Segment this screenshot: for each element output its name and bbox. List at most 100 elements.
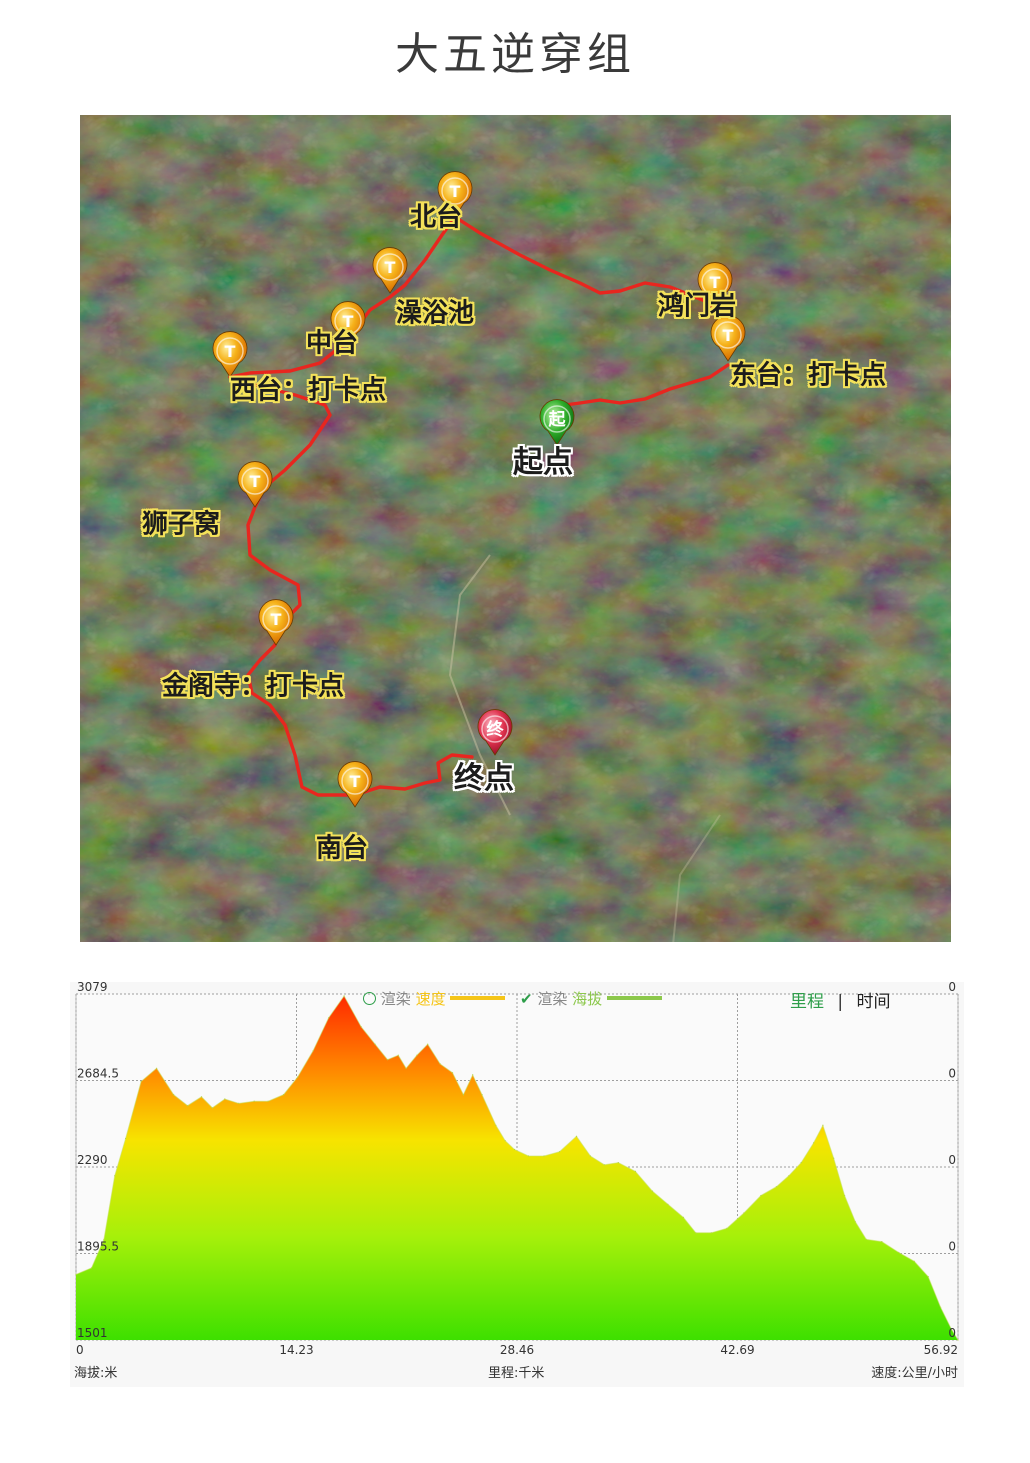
elevation-point bbox=[617, 1162, 619, 1164]
tab-time[interactable]: 时间 bbox=[856, 992, 891, 1012]
elevation-point bbox=[504, 1140, 506, 1142]
waypoint-pin-zhongtai[interactable]: T bbox=[330, 301, 366, 348]
elevation-point bbox=[405, 1067, 407, 1069]
waypoint-pin-nantai[interactable]: T bbox=[337, 761, 373, 808]
waypoint-label-jingesi: 金阁寺：打卡点 bbox=[162, 671, 345, 702]
waypoint-pin-zaoyuchi-glyph: T bbox=[385, 258, 396, 277]
elevation-point bbox=[451, 1072, 454, 1074]
elevation-point bbox=[211, 1107, 213, 1109]
elevation-point bbox=[575, 1135, 578, 1137]
tab-separator: | bbox=[837, 992, 844, 1012]
legend-altitude-label: 海拔 bbox=[572, 990, 603, 1008]
waypoint-pin-shiziwo[interactable]: T bbox=[237, 461, 273, 508]
elevation-point bbox=[200, 1096, 203, 1098]
waypoint-pin-hongmenyan-glyph: T bbox=[710, 273, 721, 292]
elevation-point bbox=[173, 1094, 175, 1096]
waypoint-pin-hongmenyan[interactable]: T bbox=[697, 262, 733, 309]
waypoint-label-dongtai: 东台：打卡点 bbox=[730, 360, 887, 391]
elevation-point bbox=[328, 1017, 330, 1019]
waypoint-label-zhongtai: 中台 bbox=[306, 328, 359, 359]
legend-altitude[interactable]: ✔ 渲染 海拔 bbox=[520, 988, 662, 1009]
elevation-point bbox=[253, 1100, 255, 1102]
map-terrain: T T T T T T T T T 起终 bbox=[80, 115, 951, 942]
waypoint-pin-dongtai[interactable]: T bbox=[710, 315, 746, 362]
waypoint-pin-jingesi[interactable]: T bbox=[258, 599, 294, 646]
elevation-point bbox=[462, 1094, 464, 1096]
end-pin[interactable]: 终 bbox=[477, 709, 513, 756]
elevation-point bbox=[397, 1054, 399, 1056]
elevation-point bbox=[472, 1074, 474, 1076]
waypoint-label-nantai: 南台 bbox=[316, 833, 369, 864]
legend-speed[interactable]: 渲染 速度 bbox=[363, 988, 506, 1009]
waypoint-label-xitai: 西台：打卡点 bbox=[230, 375, 387, 406]
elevation-profile-panel[interactable]: 3079 2684.5 2290 1895.5 1501 0 0 0 0 0 0 14.23 28.46… bbox=[70, 982, 964, 1387]
x-tick-label: 28.46 bbox=[500, 1343, 534, 1357]
waypoint-pin-beitai-glyph: T bbox=[450, 182, 461, 201]
start-pin-glyph: 起 bbox=[548, 409, 567, 430]
waypoint-pin-beitai[interactable]: T bbox=[437, 171, 473, 218]
elevation-point bbox=[125, 1137, 127, 1140]
elevation-point bbox=[651, 1190, 654, 1192]
elevation-point bbox=[156, 1067, 158, 1069]
elevation-point bbox=[140, 1080, 142, 1083]
render-toggle-on-icon[interactable]: ✔ bbox=[520, 990, 533, 1008]
elevation-chart: 3079 2684.5 2290 1895.5 1501 0 0 0 0 0 0 14.23 28.46… bbox=[75, 982, 959, 1357]
elevation-point bbox=[187, 1105, 189, 1107]
waypoint-pin-zhongtai-glyph: T bbox=[343, 312, 354, 331]
legend-render-label-2: 渲染 bbox=[537, 990, 568, 1008]
elevation-point bbox=[695, 1232, 697, 1234]
y-tick-label: 2684.5 bbox=[77, 1067, 119, 1081]
waypoint-pin-shiziwo-glyph: T bbox=[250, 472, 261, 491]
page-title: 大五逆穿组 bbox=[395, 29, 635, 80]
y2-tick-label: 0 bbox=[948, 1067, 956, 1081]
elevation-point bbox=[427, 1043, 429, 1045]
waypoint-pin-dongtai-glyph: T bbox=[723, 326, 734, 345]
legend-speed-swatch bbox=[450, 996, 506, 1000]
x-tick-label: 56.92 bbox=[924, 1343, 958, 1357]
tab-distance[interactable]: 里程 bbox=[790, 992, 824, 1012]
elevation-point bbox=[667, 1203, 669, 1205]
elevation-point bbox=[558, 1151, 561, 1153]
elevation-point bbox=[527, 1155, 530, 1157]
elevation-point bbox=[844, 1194, 846, 1197]
legend-render-label: 渲染 bbox=[380, 990, 411, 1008]
elevation-area bbox=[76, 996, 958, 1340]
elevation-point bbox=[710, 1232, 712, 1234]
elevation-point bbox=[760, 1194, 762, 1197]
waypoint-pin-zaoyuchi[interactable]: T bbox=[372, 247, 408, 294]
axis-mode-tabs: 里程 | 时间 bbox=[790, 987, 891, 1012]
elevation-point bbox=[743, 1212, 745, 1214]
waypoint-pin-xitai[interactable]: T bbox=[212, 331, 248, 378]
elevation-point bbox=[833, 1157, 835, 1159]
render-toggle-off-icon[interactable] bbox=[363, 992, 376, 1005]
waypoint-label-beitai: 北台 bbox=[410, 202, 463, 233]
elevation-point bbox=[913, 1260, 915, 1262]
elevation-point bbox=[543, 1155, 545, 1157]
elevation-point bbox=[854, 1221, 857, 1223]
x-tick-label: 0 bbox=[76, 1343, 84, 1357]
elevation-point bbox=[775, 1186, 778, 1188]
elevation-point bbox=[603, 1164, 606, 1166]
elevation-point bbox=[90, 1267, 93, 1269]
y-tick-label: 1501 bbox=[77, 1326, 108, 1340]
elevation-point bbox=[822, 1124, 824, 1126]
y-tick-label: 2290 bbox=[77, 1153, 108, 1167]
elevation-point bbox=[898, 1251, 900, 1254]
y2-tick-label: 0 bbox=[948, 982, 956, 994]
elevation-point bbox=[495, 1124, 497, 1126]
elevation-point bbox=[297, 1076, 299, 1078]
elevation-point bbox=[343, 995, 345, 997]
elevation-point bbox=[267, 1100, 269, 1102]
elevation-point bbox=[726, 1227, 728, 1229]
start-pin[interactable]: 起 bbox=[539, 399, 575, 446]
elevation-point bbox=[283, 1094, 285, 1096]
elevation-point bbox=[927, 1276, 929, 1278]
legend-speed-label: 速度 bbox=[415, 990, 446, 1008]
y2-tick-label: 0 bbox=[948, 1153, 956, 1167]
y-tick-label: 1895.5 bbox=[77, 1240, 119, 1254]
elevation-point bbox=[360, 1026, 362, 1028]
route-track bbox=[228, 215, 730, 797]
elevation-point bbox=[813, 1142, 815, 1144]
elevation-point bbox=[950, 1328, 953, 1330]
satellite-route-map[interactable]: T T T T T T T T T 起终 北台 澡浴池 中台 西台：打卡点 狮子窝 金阁寺：打卡点… bbox=[80, 115, 951, 942]
